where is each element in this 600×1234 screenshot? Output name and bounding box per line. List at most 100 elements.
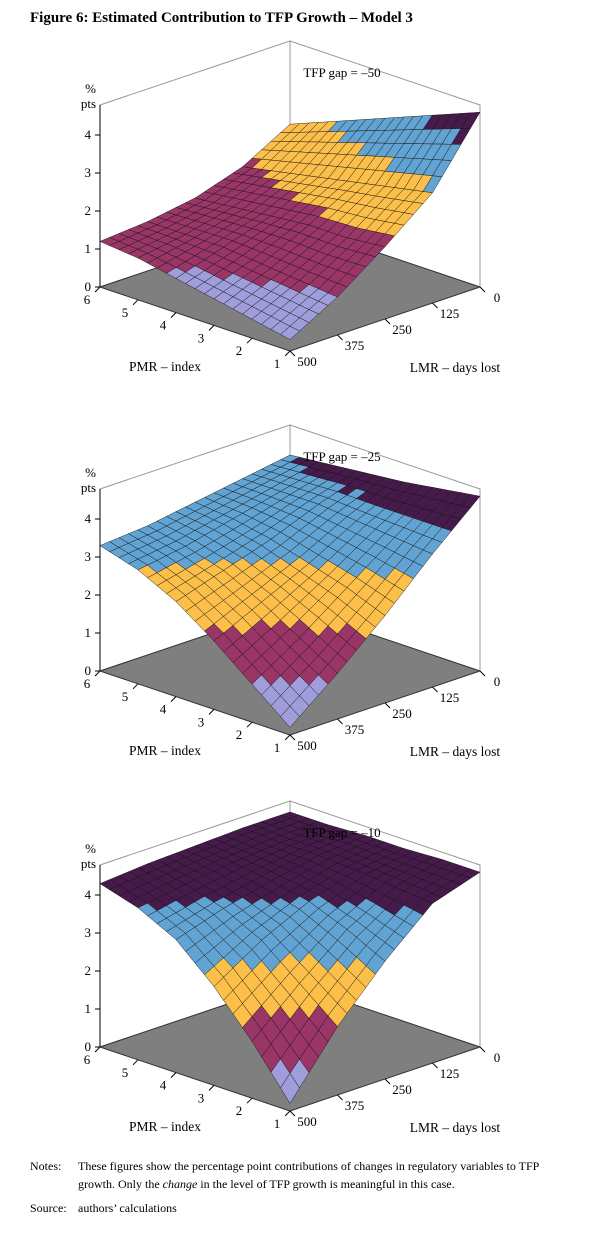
pmr-axis-tick — [170, 696, 177, 702]
z-tick-label: 4 — [85, 887, 92, 902]
z-tick-label: 1 — [85, 241, 92, 256]
pmr-axis-tick — [170, 312, 177, 318]
z-tick-label: 0 — [85, 279, 92, 294]
lmr-axis-tick — [432, 1062, 438, 1069]
pmr-tick-label: 3 — [198, 330, 205, 345]
lmr-axis-label: LMR – days lost — [410, 1120, 501, 1135]
lmr-axis-tick — [384, 318, 391, 325]
surface-chart-tfp-gap-10: 0 1 2 3 4% pts 6 5 4 3 2 1 PMR – index 0 125 250 375 500 L… — [30, 791, 570, 1147]
pmr-axis-label: PMR – index — [129, 1119, 201, 1134]
pmr-axis-label: PMR – index — [129, 359, 201, 374]
pmr-tick-label: 5 — [122, 1065, 129, 1080]
lmr-axis-tick — [432, 302, 438, 309]
z-tick-label: 3 — [85, 549, 92, 564]
z-axis-unit-pts: pts — [81, 480, 96, 495]
lmr-tick-label: 250 — [392, 706, 412, 721]
notes-line2-post: in the level of TFP growth is meaningful… — [197, 1177, 455, 1191]
surface-plot-canvas-0: 0 1 2 3 4%pts 6 5 4 3 2 1 PMR – index 0 125 250 375 500 L… — [81, 40, 501, 375]
pmr-axis-tick — [284, 734, 291, 741]
source-label: Source: — [30, 1201, 67, 1215]
tfp-gap-annotation: TFP gap = –50 — [303, 65, 380, 80]
lmr-tick-label: 0 — [494, 674, 501, 689]
pmr-axis-tick — [94, 670, 101, 677]
z-tick-label: 0 — [85, 663, 92, 678]
pmr-axis-tick — [94, 286, 101, 293]
pmr-tick-label: 4 — [160, 318, 167, 333]
surface-cell — [280, 1073, 300, 1104]
pmr-tick-label: 1 — [274, 356, 281, 371]
tfp-gap-annotation: TFP gap = –10 — [303, 825, 380, 840]
lmr-axis-tick — [384, 1078, 391, 1085]
lmr-tick-label: 500 — [297, 1114, 317, 1129]
lmr-axis-tick — [289, 1110, 296, 1117]
pmr-axis-label: PMR – index — [129, 743, 201, 758]
lmr-tick-label: 250 — [392, 322, 412, 337]
lmr-tick-label: 125 — [440, 306, 460, 321]
z-tick-label: 1 — [85, 1001, 92, 1016]
lmr-axis-tick — [289, 350, 296, 357]
pmr-tick-label: 1 — [274, 1116, 281, 1131]
z-tick-label: 3 — [85, 925, 92, 940]
lmr-axis-tick — [432, 686, 438, 693]
pmr-axis-tick — [170, 1072, 177, 1078]
pmr-axis-tick — [132, 299, 139, 306]
lmr-tick-label: 500 — [297, 354, 317, 369]
pmr-tick-label: 5 — [122, 689, 129, 704]
z-tick-label: 2 — [85, 203, 92, 218]
notes-line1: These figures show the percentage point … — [78, 1159, 539, 1191]
z-axis-unit-pts: pts — [81, 96, 96, 111]
lmr-axis-tick — [337, 1094, 343, 1101]
pmr-axis-tick — [208, 1085, 215, 1091]
pmr-axis-tick — [246, 721, 253, 728]
lmr-axis-tick — [337, 718, 343, 725]
surface-plot-canvas-1: 0 1 2 3 4%pts 6 5 4 3 2 1 PMR – index 0 125 250 375 500 L… — [81, 424, 501, 759]
z-tick-label: 2 — [85, 587, 92, 602]
pmr-tick-label: 6 — [84, 1052, 91, 1067]
pmr-tick-label: 3 — [198, 1090, 205, 1105]
surface-chart-tfp-gap-25: 0 1 2 3 4% pts 6 5 4 3 2 1 PMR – index 0 125 250 375 500 L… — [30, 415, 570, 771]
lmr-tick-label: 375 — [345, 338, 365, 353]
lmr-tick-label: 375 — [345, 722, 365, 737]
pmr-axis-tick — [246, 337, 253, 344]
surface-chart-tfp-gap-50: 0 1 2 3 4% pts 6 5 4 3 2 1 PMR – index 0 125 250 375 500 L… — [30, 31, 570, 387]
lmr-tick-label: 250 — [392, 1082, 412, 1097]
lmr-tick-label: 0 — [494, 1050, 501, 1065]
pmr-axis-tick — [208, 709, 215, 715]
notes-line2-italic: change — [162, 1177, 198, 1191]
pmr-axis-tick — [284, 1110, 291, 1117]
pmr-tick-label: 4 — [160, 1078, 167, 1093]
surface-cell — [280, 325, 300, 340]
surface-cell — [280, 705, 300, 728]
pmr-axis-tick — [284, 350, 291, 357]
pmr-tick-label: 2 — [236, 727, 243, 742]
pmr-axis-tick — [132, 683, 139, 690]
z-tick-label: 1 — [85, 625, 92, 640]
pmr-tick-label: 6 — [84, 292, 91, 307]
pmr-axis-tick — [208, 325, 215, 331]
z-tick-label: 4 — [85, 511, 92, 526]
figure-page: Figure 6: Estimated Contribution to TFP … — [0, 10, 600, 1234]
pmr-axis-tick — [246, 1097, 253, 1104]
surface-plot-canvas-2: 0 1 2 3 4%pts 6 5 4 3 2 1 PMR – index 0 125 250 375 500 L… — [81, 800, 501, 1135]
lmr-axis-tick — [384, 702, 391, 709]
z-axis-unit-percent: % — [85, 465, 96, 480]
lmr-axis-tick — [337, 334, 343, 341]
lmr-axis-label: LMR – days lost — [410, 744, 501, 759]
figure-source: Source: authors’ calculations — [30, 1201, 570, 1216]
pmr-tick-label: 1 — [274, 740, 281, 755]
z-tick-label: 0 — [85, 1039, 92, 1054]
pmr-tick-label: 5 — [122, 305, 129, 320]
tfp-gap-annotation: TFP gap = –25 — [303, 449, 380, 464]
notes-text: These figures show the percentage point … — [78, 1157, 570, 1193]
z-axis-unit-percent: % — [85, 841, 96, 856]
lmr-axis-tick — [479, 670, 486, 677]
notes-line2-pre: Only the — [115, 1177, 163, 1191]
lmr-tick-label: 500 — [297, 738, 317, 753]
lmr-axis-tick — [289, 734, 296, 741]
z-tick-label: 2 — [85, 963, 92, 978]
z-tick-label: 4 — [85, 127, 92, 142]
pmr-tick-label: 6 — [84, 676, 91, 691]
lmr-axis-label: LMR – days lost — [410, 360, 501, 375]
pmr-tick-label: 4 — [160, 702, 167, 717]
z-axis-unit-pts: pts — [81, 856, 96, 871]
